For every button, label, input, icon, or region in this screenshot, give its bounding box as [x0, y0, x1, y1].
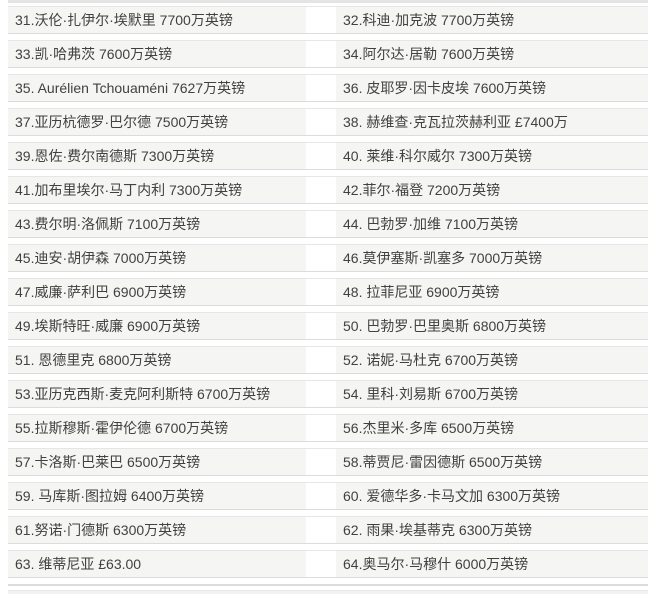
player-entry: 59. 马库斯·图拉姆 6400万英镑 — [8, 483, 306, 509]
rank-row: 45.迪安·胡伊森 7000万英镑 46.莫伊塞斯·凯塞多 7000万英镑 — [8, 244, 648, 272]
player-entry: 50. 巴勃罗·巴里奥斯 6800万英镑 — [336, 313, 648, 339]
player-entry: 47.威廉·萨利巴 6900万英镑 — [8, 279, 306, 305]
rank-row: 61.努诺·门德斯 6300万英镑 62. 雨果·埃基蒂克 6300万英镑 — [8, 516, 648, 544]
rank-row: 57.卡洛斯·巴莱巴 6500万英镑 58.蒂贾尼·雷因德斯 6500万英镑 — [8, 448, 648, 476]
player-entry: 38. 赫维查·克瓦拉茨赫利亚 £7400万 — [336, 109, 648, 135]
partial-row-bottom — [8, 584, 648, 594]
player-rank-list: 31.沃伦·扎伊尔·埃默里 7700万英镑 32.科迪·加克波 7700万英镑 … — [8, 6, 648, 578]
player-entry: 53.亚历克西斯·麦克阿利斯特 6700万英镑 — [8, 381, 306, 407]
rank-row: 43.费尔明·洛佩斯 7100万英镑 44. 巴勃罗·加维 7100万英镑 — [8, 210, 648, 238]
rank-row: 39.恩佐·费尔南德斯 7300万英镑 40. 莱维·科尔威尔 7300万英镑 — [8, 142, 648, 170]
player-entry: 44. 巴勃罗·加维 7100万英镑 — [336, 211, 648, 237]
rank-row: 55.拉斯穆斯·霍伊伦德 6700万英镑 56.杰里米·多库 6500万英镑 — [8, 414, 648, 442]
player-entry: 49.埃斯特旺·威廉 6900万英镑 — [8, 313, 306, 339]
player-entry: 64.奥马尔·马穆什 6000万英镑 — [336, 551, 648, 577]
player-entry: 62. 雨果·埃基蒂克 6300万英镑 — [336, 517, 648, 543]
rank-row: 53.亚历克西斯·麦克阿利斯特 6700万英镑 54. 里科·刘易斯 6700万… — [8, 380, 648, 408]
player-entry: 54. 里科·刘易斯 6700万英镑 — [336, 381, 648, 407]
player-entry: 33.凯·哈弗茨 7600万英镑 — [8, 41, 306, 67]
rank-row: 49.埃斯特旺·威廉 6900万英镑 50. 巴勃罗·巴里奥斯 6800万英镑 — [8, 312, 648, 340]
rank-row: 51. 恩德里克 6800万英镑 52. 诺妮·马杜克 6700万英镑 — [8, 346, 648, 374]
rank-row: 37.亚历杭德罗·巴尔德 7500万英镑 38. 赫维查·克瓦拉茨赫利亚 £74… — [8, 108, 648, 136]
player-entry: 46.莫伊塞斯·凯塞多 7000万英镑 — [336, 245, 648, 271]
player-entry: 35. Aurélien Tchouaméni 7627万英镑 — [8, 75, 306, 101]
player-entry: 51. 恩德里克 6800万英镑 — [8, 347, 306, 373]
rank-row: 63. 维蒂尼亚 £63.00 64.奥马尔·马穆什 6000万英镑 — [8, 550, 648, 578]
player-entry: 41.加布里埃尔·马丁内利 7300万英镑 — [8, 177, 306, 203]
player-entry: 48. 拉菲尼亚 6900万英镑 — [336, 279, 648, 305]
rank-row: 47.威廉·萨利巴 6900万英镑 48. 拉菲尼亚 6900万英镑 — [8, 278, 648, 306]
player-entry: 58.蒂贾尼·雷因德斯 6500万英镑 — [336, 449, 648, 475]
player-entry: 56.杰里米·多库 6500万英镑 — [336, 415, 648, 441]
player-entry: 31.沃伦·扎伊尔·埃默里 7700万英镑 — [8, 7, 306, 33]
player-entry: 55.拉斯穆斯·霍伊伦德 6700万英镑 — [8, 415, 306, 441]
player-entry: 40. 莱维·科尔威尔 7300万英镑 — [336, 143, 648, 169]
rank-row: 59. 马库斯·图拉姆 6400万英镑 60. 爱德华多·卡马文加 6300万英… — [8, 482, 648, 510]
partial-row-top — [8, 0, 648, 3]
player-entry: 32.科迪·加克波 7700万英镑 — [336, 7, 648, 33]
article-content: 31.沃伦·扎伊尔·埃默里 7700万英镑 32.科迪·加克波 7700万英镑 … — [8, 0, 648, 594]
player-entry: 43.费尔明·洛佩斯 7100万英镑 — [8, 211, 306, 237]
rank-row: 33.凯·哈弗茨 7600万英镑 34.阿尔达·居勒 7600万英镑 — [8, 40, 648, 68]
player-entry: 60. 爱德华多·卡马文加 6300万英镑 — [336, 483, 648, 509]
player-entry: 42.菲尔·福登 7200万英镑 — [336, 177, 648, 203]
player-entry: 52. 诺妮·马杜克 6700万英镑 — [336, 347, 648, 373]
rank-row: 35. Aurélien Tchouaméni 7627万英镑 36. 皮耶罗·… — [8, 74, 648, 102]
rank-row: 41.加布里埃尔·马丁内利 7300万英镑 42.菲尔·福登 7200万英镑 — [8, 176, 648, 204]
player-entry: 63. 维蒂尼亚 £63.00 — [8, 551, 306, 577]
player-entry: 57.卡洛斯·巴莱巴 6500万英镑 — [8, 449, 306, 475]
player-entry: 39.恩佐·费尔南德斯 7300万英镑 — [8, 143, 306, 169]
player-entry: 45.迪安·胡伊森 7000万英镑 — [8, 245, 306, 271]
player-entry: 37.亚历杭德罗·巴尔德 7500万英镑 — [8, 109, 306, 135]
rank-row: 31.沃伦·扎伊尔·埃默里 7700万英镑 32.科迪·加克波 7700万英镑 — [8, 6, 648, 34]
player-entry: 34.阿尔达·居勒 7600万英镑 — [336, 41, 648, 67]
player-entry: 61.努诺·门德斯 6300万英镑 — [8, 517, 306, 543]
player-entry: 36. 皮耶罗·因卡皮埃 7600万英镑 — [336, 75, 648, 101]
